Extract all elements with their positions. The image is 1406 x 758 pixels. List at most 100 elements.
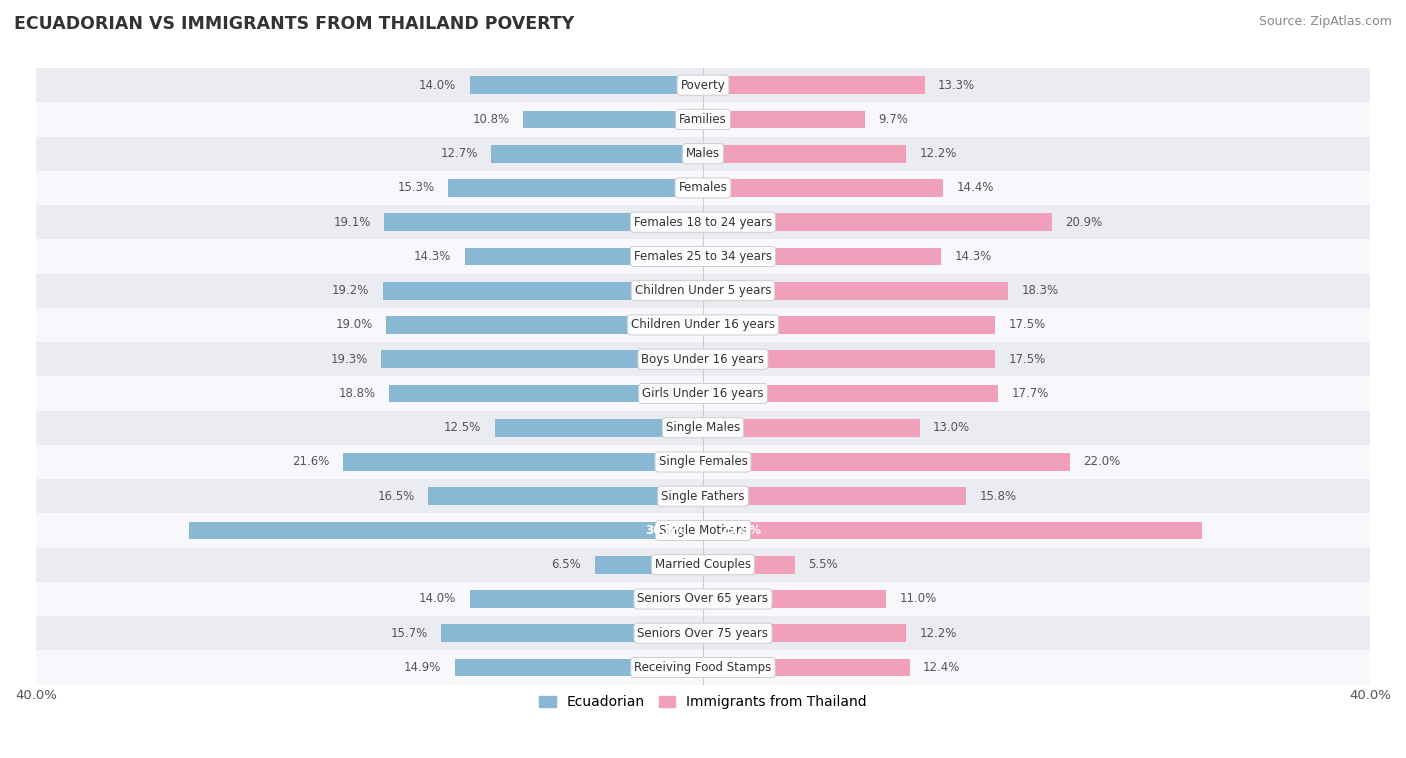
Bar [703,77,925,94]
Text: Single Females: Single Females [658,456,748,468]
Text: 21.6%: 21.6% [292,456,329,468]
Text: 14.4%: 14.4% [956,181,994,195]
Bar [37,102,1369,136]
Text: 15.3%: 15.3% [398,181,434,195]
Text: 12.5%: 12.5% [444,421,481,434]
Bar [703,453,1070,471]
Text: 14.0%: 14.0% [419,593,456,606]
Text: Single Mothers: Single Mothers [659,524,747,537]
Bar [703,522,1202,540]
Bar [37,240,1369,274]
Text: 18.8%: 18.8% [339,387,377,400]
Text: 10.8%: 10.8% [472,113,509,126]
Text: Girls Under 16 years: Girls Under 16 years [643,387,763,400]
Text: 17.5%: 17.5% [1008,318,1046,331]
Text: 30.8%: 30.8% [645,524,686,537]
Bar [37,582,1369,616]
Text: 16.5%: 16.5% [377,490,415,503]
Bar [384,213,703,231]
Text: 15.7%: 15.7% [391,627,427,640]
Text: 19.0%: 19.0% [336,318,373,331]
Bar [595,556,703,574]
Text: 19.1%: 19.1% [333,216,371,229]
Bar [37,308,1369,342]
Bar [703,213,1052,231]
Bar [703,625,907,642]
Text: Married Couples: Married Couples [655,558,751,572]
Bar [703,556,794,574]
Text: 20.9%: 20.9% [1064,216,1102,229]
Bar [703,179,943,197]
Text: 17.7%: 17.7% [1011,387,1049,400]
Bar [37,650,1369,684]
Bar [37,376,1369,411]
Bar [37,274,1369,308]
Text: 14.0%: 14.0% [419,79,456,92]
Bar [37,479,1369,513]
Bar [381,350,703,368]
Text: 17.5%: 17.5% [1008,352,1046,365]
Text: Families: Families [679,113,727,126]
Bar [703,384,998,402]
Bar [703,316,995,334]
Bar [470,77,703,94]
Text: 12.4%: 12.4% [924,661,960,674]
Bar [37,68,1369,102]
Bar [703,419,920,437]
Text: 13.3%: 13.3% [938,79,976,92]
Bar [343,453,703,471]
Bar [703,590,886,608]
Text: 29.9%: 29.9% [720,524,761,537]
Bar [703,111,865,128]
Text: Single Fathers: Single Fathers [661,490,745,503]
Bar [464,248,703,265]
Text: 6.5%: 6.5% [551,558,581,572]
Text: 14.3%: 14.3% [413,250,451,263]
Bar [37,342,1369,376]
Text: 14.9%: 14.9% [404,661,441,674]
Text: 19.3%: 19.3% [330,352,368,365]
Text: Seniors Over 75 years: Seniors Over 75 years [637,627,769,640]
Bar [190,522,703,540]
Bar [491,145,703,163]
Text: Males: Males [686,147,720,160]
Text: Poverty: Poverty [681,79,725,92]
Text: 11.0%: 11.0% [900,593,936,606]
Text: 15.8%: 15.8% [980,490,1017,503]
Text: Single Males: Single Males [666,421,740,434]
Bar [449,179,703,197]
Text: 14.3%: 14.3% [955,250,993,263]
Text: Source: ZipAtlas.com: Source: ZipAtlas.com [1258,15,1392,28]
Bar [389,384,703,402]
Bar [703,282,1008,299]
Text: ECUADORIAN VS IMMIGRANTS FROM THAILAND POVERTY: ECUADORIAN VS IMMIGRANTS FROM THAILAND P… [14,15,574,33]
Text: 12.2%: 12.2% [920,627,957,640]
Bar [441,625,703,642]
Bar [37,616,1369,650]
Text: 19.2%: 19.2% [332,284,370,297]
Text: Seniors Over 65 years: Seniors Over 65 years [637,593,769,606]
Legend: Ecuadorian, Immigrants from Thailand: Ecuadorian, Immigrants from Thailand [533,690,873,715]
Text: 12.2%: 12.2% [920,147,957,160]
Text: Females: Females [679,181,727,195]
Text: Receiving Food Stamps: Receiving Food Stamps [634,661,772,674]
Bar [37,205,1369,240]
Bar [495,419,703,437]
Bar [37,445,1369,479]
Text: 9.7%: 9.7% [879,113,908,126]
Bar [703,145,907,163]
Bar [703,248,942,265]
Text: Females 25 to 34 years: Females 25 to 34 years [634,250,772,263]
Bar [382,282,703,299]
Bar [37,513,1369,547]
Bar [523,111,703,128]
Text: Females 18 to 24 years: Females 18 to 24 years [634,216,772,229]
Text: 22.0%: 22.0% [1083,456,1121,468]
Text: Children Under 5 years: Children Under 5 years [634,284,772,297]
Bar [37,171,1369,205]
Bar [703,659,910,676]
Text: 12.7%: 12.7% [440,147,478,160]
Text: Boys Under 16 years: Boys Under 16 years [641,352,765,365]
Bar [703,350,995,368]
Text: 13.0%: 13.0% [934,421,970,434]
